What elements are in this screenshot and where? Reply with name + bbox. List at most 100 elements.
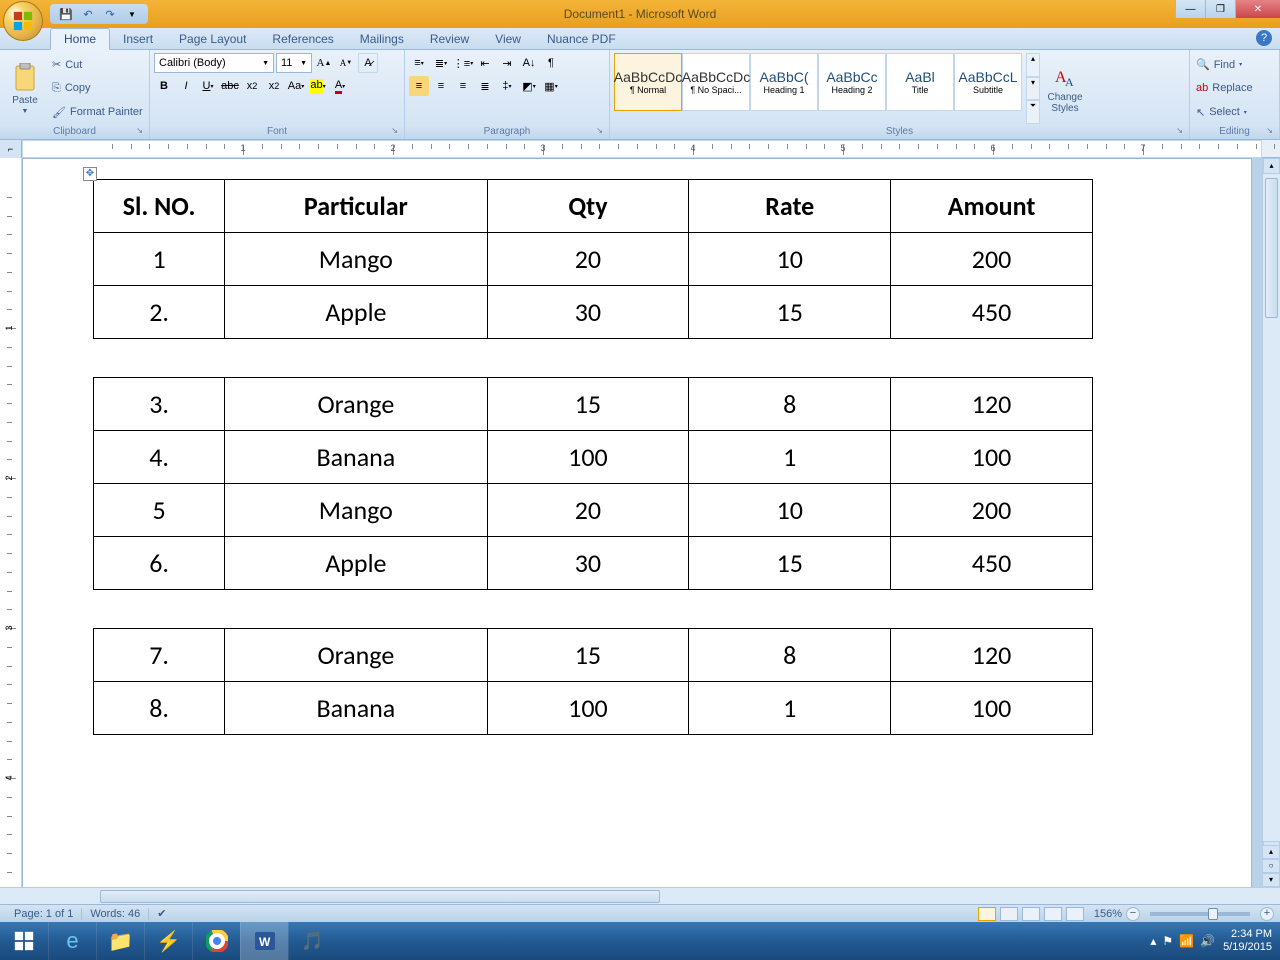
table-cell[interactable]: 6. — [94, 537, 225, 590]
office-button[interactable] — [3, 1, 43, 41]
tray-network-icon[interactable]: 📶 — [1179, 934, 1194, 948]
table-row[interactable]: 2.Apple3015450 — [94, 286, 1093, 339]
table-cell[interactable]: 15 — [487, 378, 689, 431]
table-cell[interactable]: Apple — [225, 537, 487, 590]
minimize-button[interactable]: — — [1175, 0, 1205, 18]
vscroll-thumb[interactable] — [1265, 178, 1278, 318]
tray-volume-icon[interactable]: 🔊 — [1200, 934, 1215, 948]
style--normal[interactable]: AaBbCcDc¶ Normal — [614, 53, 682, 111]
task-media[interactable]: 🎵 — [288, 922, 336, 960]
replace-button[interactable]: abReplace — [1194, 78, 1255, 98]
table-header[interactable]: Sl. NO. — [94, 180, 225, 233]
table-cell[interactable]: 200 — [891, 233, 1093, 286]
task-winamp[interactable]: ⚡ — [144, 922, 192, 960]
horizontal-scrollbar[interactable] — [0, 887, 1280, 905]
view-full-screen-button[interactable] — [1000, 907, 1018, 921]
numbering-button[interactable]: ≣▾ — [431, 53, 451, 73]
table-cell[interactable]: 5 — [94, 484, 225, 537]
table-row[interactable]: 5Mango2010200 — [94, 484, 1093, 537]
status-words[interactable]: Words: 46 — [82, 908, 149, 920]
decrease-indent-button[interactable]: ⇤ — [475, 53, 495, 73]
tray-up-icon[interactable]: ▴ — [1150, 934, 1156, 948]
format-painter-button[interactable]: 🖌Format Painter — [50, 102, 145, 122]
table-cell[interactable]: 200 — [891, 484, 1093, 537]
style-heading-2[interactable]: AaBbCcHeading 2 — [818, 53, 886, 111]
table-cell[interactable]: Banana — [225, 431, 487, 484]
multilevel-button[interactable]: ⋮≡▾ — [453, 53, 473, 73]
table-cell[interactable]: 450 — [891, 537, 1093, 590]
hscroll-thumb[interactable] — [100, 890, 660, 903]
tray-clock[interactable]: 2:34 PM 5/19/2015 — [1223, 928, 1272, 954]
browse-object-button[interactable]: ○ — [1262, 859, 1280, 873]
bold-button[interactable]: B — [154, 76, 174, 96]
zoom-in-button[interactable]: + — [1260, 907, 1274, 921]
task-explorer[interactable]: 📁 — [96, 922, 144, 960]
zoom-slider[interactable] — [1150, 912, 1250, 916]
table-cell[interactable]: 2. — [94, 286, 225, 339]
qat-customize-icon[interactable]: ▼ — [124, 6, 140, 22]
align-left-button[interactable]: ≡ — [409, 76, 429, 96]
task-chrome[interactable] — [192, 922, 240, 960]
tab-home[interactable]: Home — [50, 28, 110, 50]
tab-mailings[interactable]: Mailings — [347, 29, 417, 49]
tray-flag-icon[interactable]: ⚑ — [1162, 934, 1173, 948]
table-cell[interactable]: Mango — [225, 233, 487, 286]
vertical-ruler[interactable]: 12345 — [0, 158, 22, 905]
table-cell[interactable]: 7. — [94, 629, 225, 682]
style--no-spaci-[interactable]: AaBbCcDc¶ No Spaci... — [682, 53, 750, 111]
align-center-button[interactable]: ≡ — [431, 76, 451, 96]
table-row[interactable]: 8.Banana1001100 — [94, 682, 1093, 735]
table-cell[interactable]: Orange — [225, 378, 487, 431]
bullets-button[interactable]: ≡▾ — [409, 53, 429, 73]
data-table-2[interactable]: 3.Orange1581204.Banana10011005Mango20102… — [93, 377, 1093, 590]
table-cell[interactable]: 450 — [891, 286, 1093, 339]
table-cell[interactable]: Mango — [225, 484, 487, 537]
ruler-corner[interactable]: ⌐ — [0, 140, 22, 158]
tab-view[interactable]: View — [482, 29, 534, 49]
table-cell[interactable]: 15 — [689, 537, 891, 590]
clear-formatting-button[interactable]: A̷ — [358, 53, 378, 73]
task-word[interactable]: W — [240, 922, 288, 960]
tab-references[interactable]: References — [259, 29, 346, 49]
table-cell[interactable]: 20 — [487, 233, 689, 286]
italic-button[interactable]: I — [176, 76, 196, 96]
close-button[interactable]: ✕ — [1235, 0, 1280, 18]
table-cell[interactable]: 30 — [487, 537, 689, 590]
line-spacing-button[interactable]: ‡▾ — [497, 76, 517, 96]
select-button[interactable]: ↖Select▾ — [1194, 102, 1255, 122]
style-title[interactable]: AaBlTitle — [886, 53, 954, 111]
table-row[interactable]: 4.Banana1001100 — [94, 431, 1093, 484]
table-cell[interactable]: 15 — [487, 629, 689, 682]
style-subtitle[interactable]: AaBbCcLSubtitle — [954, 53, 1022, 111]
table-row[interactable]: 1Mango2010200 — [94, 233, 1093, 286]
tab-nuance-pdf[interactable]: Nuance PDF — [534, 29, 629, 49]
view-print-layout-button[interactable] — [978, 907, 996, 921]
table-header[interactable]: Particular — [225, 180, 487, 233]
highlight-button[interactable]: ab▾ — [308, 76, 328, 96]
document-page[interactable]: ✥ Sl. NO.ParticularQtyRateAmount1Mango20… — [22, 158, 1252, 905]
font-size-combo[interactable]: 11▼ — [276, 53, 312, 73]
undo-icon[interactable]: ↶ — [80, 6, 96, 22]
table-row[interactable]: 7.Orange158120 — [94, 629, 1093, 682]
scroll-up-button[interactable]: ▴ — [1263, 158, 1280, 174]
table-header[interactable]: Rate — [689, 180, 891, 233]
view-draft-button[interactable] — [1066, 907, 1084, 921]
table-cell[interactable]: Apple — [225, 286, 487, 339]
table-cell[interactable]: 8 — [689, 378, 891, 431]
table-cell[interactable]: 8. — [94, 682, 225, 735]
table-cell[interactable]: 4. — [94, 431, 225, 484]
tab-page-layout[interactable]: Page Layout — [166, 29, 259, 49]
table-row[interactable]: 6.Apple3015450 — [94, 537, 1093, 590]
superscript-button[interactable]: x2 — [264, 76, 284, 96]
table-cell[interactable]: 20 — [487, 484, 689, 537]
task-ie[interactable]: e — [48, 922, 96, 960]
table-cell[interactable]: 100 — [891, 682, 1093, 735]
next-page-button[interactable]: ▾ — [1262, 873, 1280, 887]
redo-icon[interactable]: ↷ — [102, 6, 118, 22]
tab-review[interactable]: Review — [417, 29, 482, 49]
align-right-button[interactable]: ≡ — [453, 76, 473, 96]
underline-button[interactable]: U▾ — [198, 76, 218, 96]
style-heading-1[interactable]: AaBbC(Heading 1 — [750, 53, 818, 111]
change-case-button[interactable]: Aa▾ — [286, 76, 306, 96]
paste-button[interactable]: Paste ▼ — [4, 53, 46, 124]
